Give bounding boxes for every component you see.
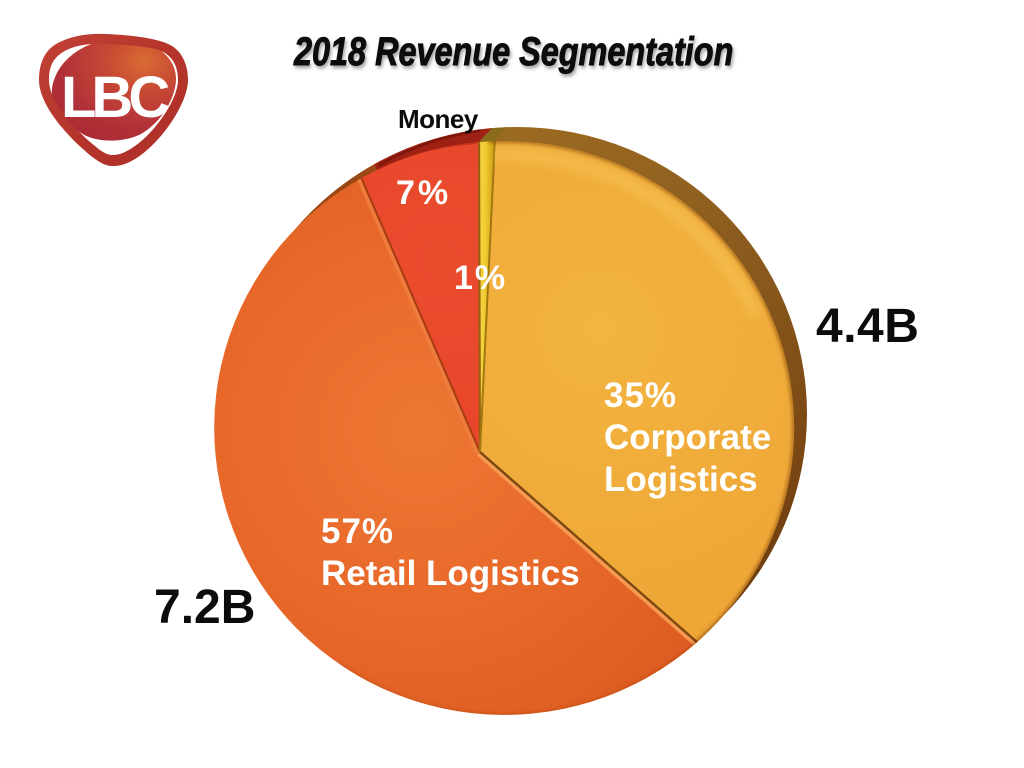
svg-text:LBC: LBC bbox=[61, 65, 169, 130]
